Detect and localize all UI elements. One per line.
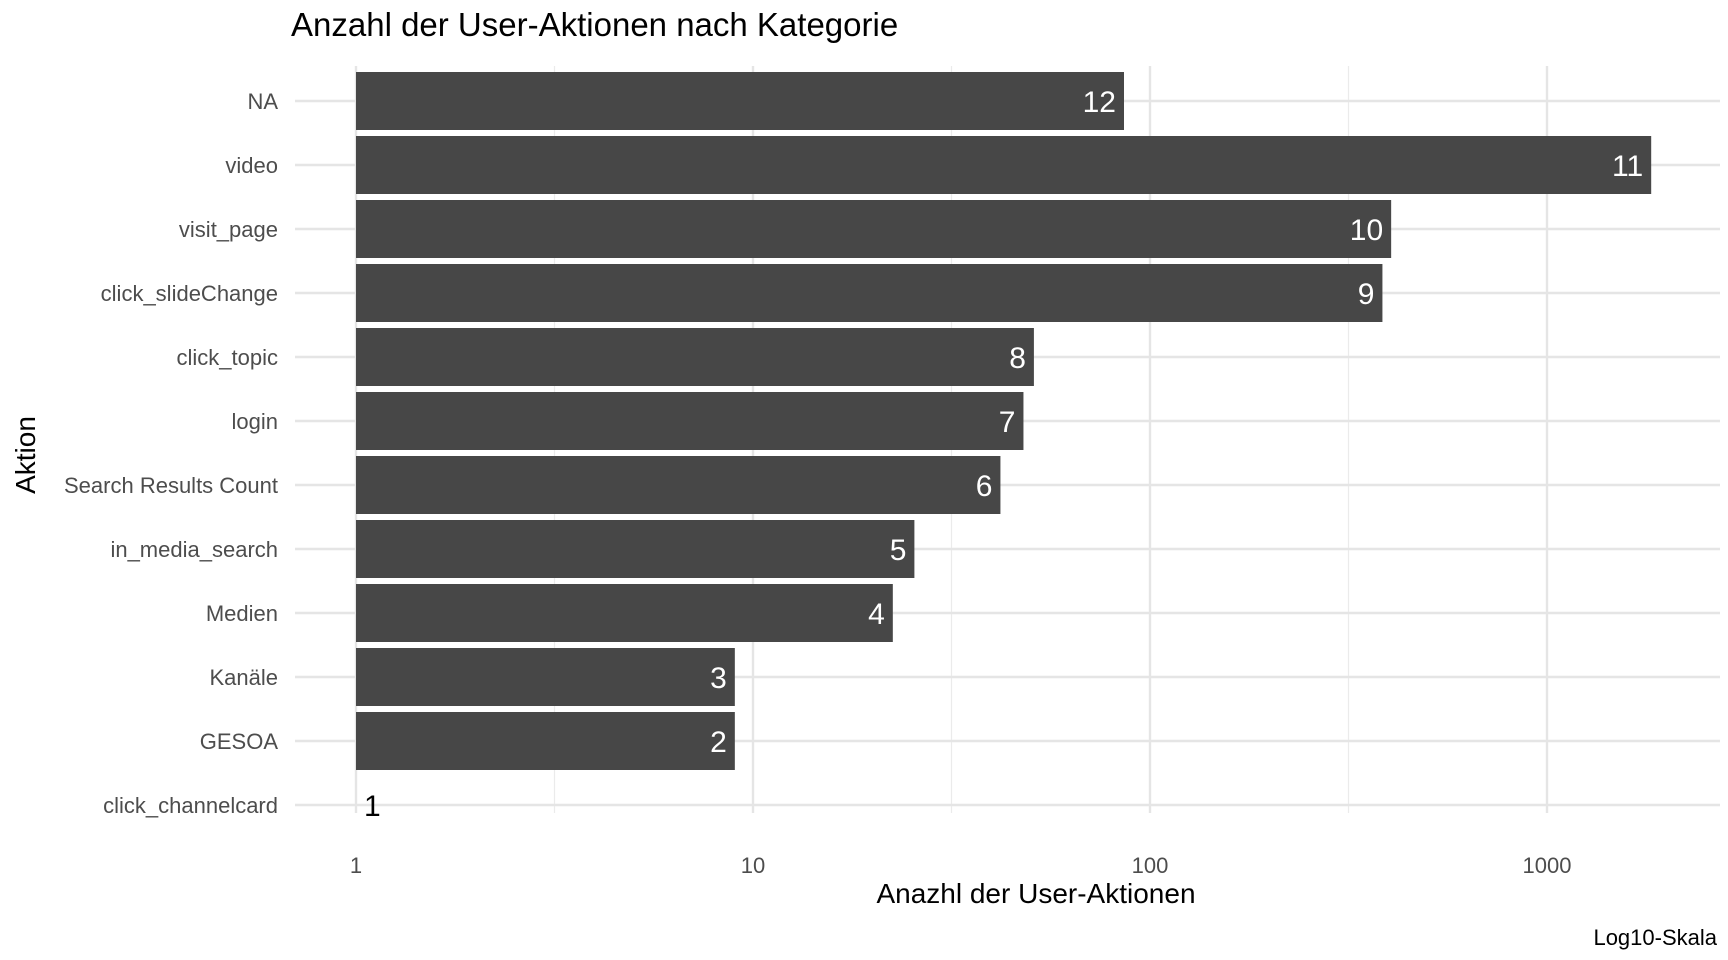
y-tick-label: video — [225, 153, 278, 178]
bar-value-label: 8 — [1009, 342, 1026, 375]
bar-value-label: 12 — [1083, 86, 1116, 119]
y-tick-label: Search Results Count — [64, 473, 278, 498]
bar — [356, 712, 735, 770]
x-tick-label: 1000 — [1523, 853, 1572, 878]
bar-value-label: 3 — [710, 662, 727, 695]
bar — [356, 584, 893, 642]
y-tick-label: in_media_search — [110, 537, 278, 562]
bar-value-label: 10 — [1350, 214, 1383, 247]
x-tick-label: 1 — [350, 853, 362, 878]
y-tick-label: Medien — [206, 601, 278, 626]
bar-value-label: 5 — [890, 534, 907, 567]
bar-value-label: 6 — [976, 470, 993, 503]
x-tick-label: 10 — [741, 853, 765, 878]
bar-value-label: 11 — [1612, 150, 1643, 183]
chart-caption: Log10-Skala — [1593, 925, 1717, 950]
bar — [356, 72, 1124, 130]
x-axis-title: Anazhl der User-Aktionen — [876, 878, 1196, 909]
bar-value-label: 7 — [999, 406, 1016, 439]
bar-layer — [356, 72, 1652, 770]
bar-value-label: 4 — [868, 598, 885, 631]
y-tick-label: click_channelcard — [103, 793, 278, 818]
bar — [356, 520, 915, 578]
y-tick-label: Kanäle — [209, 665, 278, 690]
bar — [356, 136, 1652, 194]
y-tick-label: GESOA — [200, 729, 279, 754]
bar — [356, 328, 1034, 386]
bar — [356, 648, 735, 706]
bar-value-label: 2 — [710, 726, 727, 759]
x-tick-label: 100 — [1132, 853, 1169, 878]
tick-layer: NA video visit_page click_slideChange click_… — [64, 89, 1571, 878]
bar-value-label: 9 — [1358, 278, 1375, 311]
y-tick-label: click_slideChange — [101, 281, 278, 306]
y-tick-label: visit_page — [179, 217, 278, 242]
bar — [356, 456, 1001, 514]
y-tick-label: click_topic — [177, 345, 278, 370]
y-tick-label: NA — [247, 89, 278, 114]
bar — [356, 392, 1024, 450]
bar — [356, 200, 1392, 258]
y-axis-title: Aktion — [10, 416, 41, 494]
y-tick-label: login — [232, 409, 278, 434]
chart-title: Anzahl der User-Aktionen nach Kategorie — [291, 6, 899, 43]
bar-value-label: 1 — [364, 790, 381, 823]
bar — [356, 264, 1383, 322]
